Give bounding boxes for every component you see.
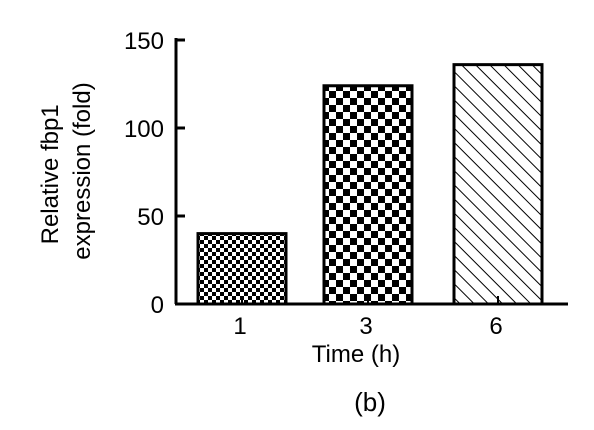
y-tick-label: 150 <box>124 28 164 55</box>
y-axis-title-line-2: expression (fold) <box>69 82 96 259</box>
panel-label: (b) <box>354 387 386 417</box>
y-axis-title: Relative fbp1 expression (fold) <box>37 82 96 259</box>
bar-1 <box>196 232 288 306</box>
y-axis-title-line-1: Relative fbp1 <box>37 104 64 244</box>
bar-6 <box>452 63 544 306</box>
x-tick-label: 6 <box>489 313 502 340</box>
y-tick-label: 50 <box>137 204 164 231</box>
bars-layer <box>196 63 544 306</box>
y-ticks-layer: 0 50 100 150 <box>124 28 185 319</box>
y-tick-label: 100 <box>124 116 164 143</box>
bar-3 <box>322 84 414 306</box>
x-axis-title: Time (h) <box>312 341 400 368</box>
x-tick-label: 3 <box>359 313 372 340</box>
x-ticks-layer: 1 3 6 <box>233 296 503 340</box>
x-tick-label: 1 <box>233 313 246 340</box>
y-tick-label: 0 <box>151 292 164 319</box>
